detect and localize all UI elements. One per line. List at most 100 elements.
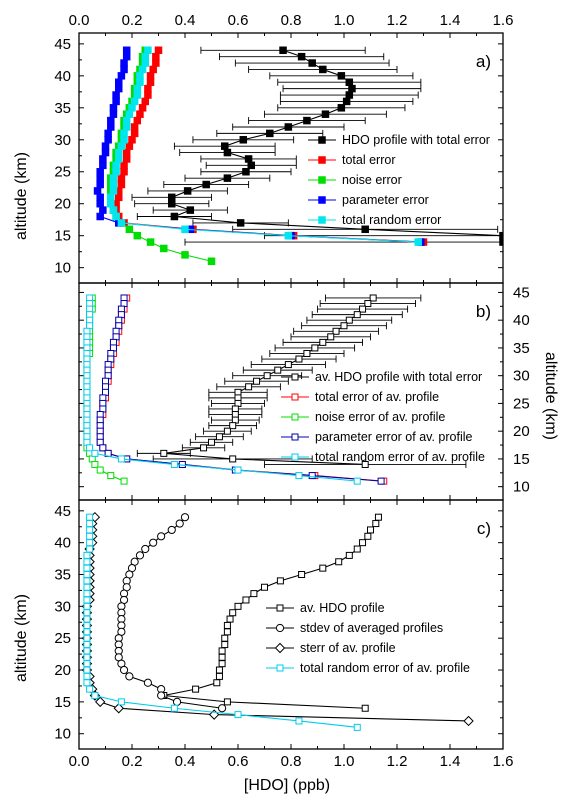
data-point [218, 704, 227, 713]
data-point [117, 180, 126, 189]
data-point [170, 212, 179, 221]
data-point [247, 161, 255, 170]
data-point [295, 717, 303, 725]
data-point [96, 174, 104, 182]
data-point [136, 110, 144, 118]
data-point [83, 660, 91, 668]
data-point [83, 609, 91, 617]
data-point [120, 65, 128, 74]
data-point [117, 174, 126, 182]
data-point [96, 199, 104, 208]
x-axis-label: [HDO] (ppb) [244, 777, 330, 794]
data-point [414, 238, 422, 246]
data-point [112, 91, 120, 99]
data-point [83, 641, 91, 649]
legend-marker [291, 413, 299, 421]
legend-marker [291, 393, 299, 401]
data-point [266, 129, 274, 138]
data-point [83, 615, 91, 623]
data-point [181, 251, 189, 259]
y-tick-label: 20 [54, 196, 71, 213]
data-point [340, 322, 348, 330]
series-line [118, 516, 223, 709]
data-point [91, 692, 99, 700]
data-point [144, 84, 152, 93]
data-point [83, 672, 91, 680]
data-point [125, 142, 134, 150]
data-point [221, 142, 229, 150]
data-point [157, 532, 166, 541]
data-point [226, 615, 234, 623]
data-point [83, 621, 91, 629]
legend-marker [276, 664, 284, 672]
data-point [125, 225, 134, 234]
legend-marker [291, 453, 299, 461]
data-point [146, 78, 155, 86]
data-point [361, 225, 369, 234]
data-point [117, 455, 125, 463]
data-point [215, 666, 223, 674]
data-point [374, 513, 382, 521]
data-point [215, 672, 223, 680]
data-point [112, 167, 120, 176]
data-point [109, 180, 118, 189]
data-point [234, 466, 242, 474]
data-point [83, 602, 91, 610]
legend-marker [318, 136, 326, 144]
data-point [109, 174, 118, 182]
legend-marker [274, 642, 286, 654]
data-point [83, 653, 91, 661]
data-point [364, 300, 372, 308]
data-point [263, 372, 271, 380]
data-point [130, 129, 139, 138]
legend-label: parameter error of av. profile [315, 430, 473, 444]
data-point [120, 477, 128, 485]
x-tick-label-top: 0.4 [175, 12, 196, 29]
x-tick-label-top: 0.2 [122, 12, 143, 29]
data-point [96, 193, 104, 202]
data-point [181, 225, 189, 234]
legend-label: sterr of av. profile [300, 641, 396, 655]
data-point [170, 704, 178, 712]
legend-marker [318, 156, 326, 164]
y-tick-label: 20 [54, 662, 71, 679]
data-point [244, 155, 253, 163]
data-point [229, 422, 237, 430]
data-point [279, 46, 287, 55]
data-point [298, 571, 306, 579]
data-point [353, 545, 361, 553]
data-point [122, 148, 131, 157]
data-point [99, 206, 107, 214]
data-point [115, 148, 123, 157]
data-point [353, 723, 361, 731]
data-point [130, 123, 139, 131]
data-point [353, 311, 361, 319]
data-point [122, 52, 131, 61]
data-point [86, 545, 94, 553]
y-tick-label: 45 [54, 36, 71, 53]
x-tick-label-top: 1.4 [440, 12, 461, 29]
data-point [152, 59, 160, 67]
x-tick-label-bottom: 0.0 [69, 753, 90, 770]
data-point [112, 161, 120, 170]
x-tick-label-top: 0.0 [69, 12, 90, 29]
data-point [136, 78, 144, 86]
data-point [83, 571, 91, 579]
x-tick-label-bottom: 1.0 [334, 753, 355, 770]
data-point [223, 427, 231, 435]
data-point [122, 116, 131, 125]
data-point [133, 91, 142, 99]
data-point [101, 148, 110, 157]
data-point [143, 678, 152, 687]
x-tick-label-bottom: 0.6 [228, 753, 249, 770]
x-tick-label-bottom: 1.6 [493, 753, 514, 770]
data-point [91, 449, 99, 457]
data-point [295, 472, 303, 480]
y-tick-label: 15 [513, 451, 530, 468]
data-point [215, 433, 223, 441]
data-point [213, 679, 221, 687]
y-tick-label: 20 [513, 423, 530, 440]
data-point [125, 110, 134, 118]
y-tick-label: 40 [54, 535, 71, 552]
